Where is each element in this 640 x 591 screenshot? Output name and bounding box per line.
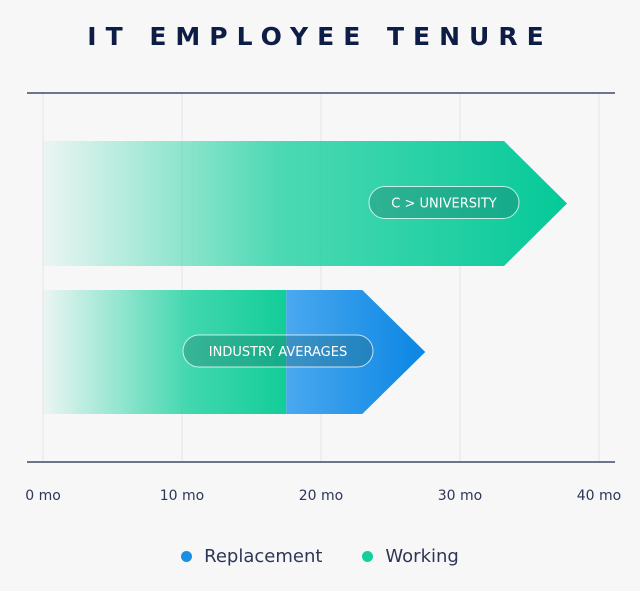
bar-replacement-1 — [286, 290, 426, 414]
category-pill-1 — [182, 334, 374, 368]
legend-dot-working — [362, 551, 374, 562]
legend-dot-replacement — [181, 551, 193, 562]
x-tick-label-0: 0 mo — [25, 488, 61, 504]
legend-label-working: Working — [385, 546, 459, 567]
category-pill-0 — [368, 186, 520, 219]
category-label-0: C > UNIVERSITY — [391, 197, 496, 212]
bar-working-0 — [43, 141, 568, 266]
chart-title: IT EMPLOYEE TENURE — [87, 22, 553, 51]
legend-item-working: Working — [362, 546, 459, 567]
x-tick-label-3: 30 mo — [438, 488, 482, 504]
x-tick-label-2: 20 mo — [299, 488, 343, 504]
legend: Replacement Working — [0, 546, 640, 567]
legend-item-replacement: Replacement — [181, 546, 322, 567]
category-label-1: INDUSTRY AVERAGES — [209, 345, 347, 360]
x-tick-label-1: 10 mo — [160, 488, 204, 504]
bar-working-1 — [43, 290, 287, 414]
x-tick-label-4: 40 mo — [577, 488, 621, 504]
legend-label-replacement: Replacement — [204, 546, 323, 567]
